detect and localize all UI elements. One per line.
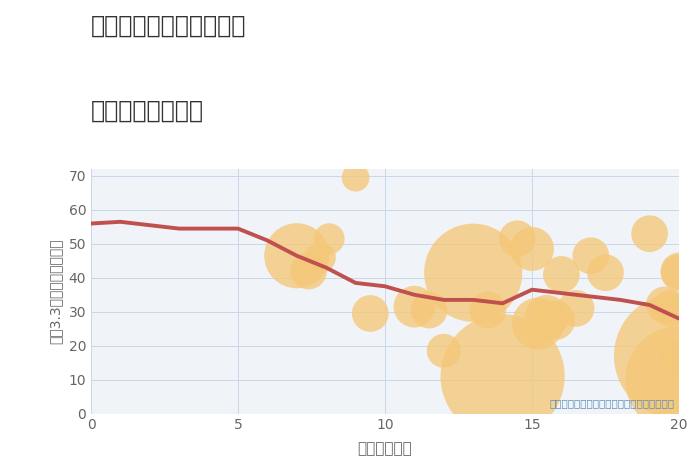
Point: [323, 235, 335, 243]
Point: [671, 352, 682, 360]
Point: [409, 303, 420, 311]
Point: [350, 174, 361, 181]
Point: [315, 254, 326, 261]
X-axis label: 駅距離（分）: 駅距離（分）: [358, 441, 412, 456]
Text: 神奈川県伊勢原市上谷の: 神奈川県伊勢原市上谷の: [91, 14, 246, 38]
Point: [673, 376, 685, 384]
Point: [664, 305, 676, 312]
Point: [556, 271, 567, 278]
Point: [482, 306, 493, 314]
Point: [291, 252, 302, 259]
Point: [659, 301, 670, 309]
Point: [532, 320, 543, 328]
Point: [644, 230, 655, 237]
Point: [673, 354, 685, 361]
Point: [438, 347, 449, 354]
Point: [424, 306, 435, 314]
Y-axis label: 坪（3.3㎡）単価（万円）: 坪（3.3㎡）単価（万円）: [49, 239, 63, 344]
Point: [497, 373, 508, 380]
Point: [585, 252, 596, 259]
Text: 駅距離別土地価格: 駅距離別土地価格: [91, 99, 204, 123]
Point: [570, 305, 582, 312]
Point: [303, 267, 314, 275]
Point: [600, 269, 611, 276]
Point: [526, 245, 538, 253]
Point: [512, 235, 523, 243]
Point: [550, 316, 561, 324]
Point: [673, 269, 685, 276]
Point: [541, 313, 552, 321]
Point: [468, 269, 479, 276]
Point: [673, 267, 685, 275]
Point: [365, 310, 376, 317]
Text: 円の大きさは、取引のあった物件面積を示す: 円の大きさは、取引のあった物件面積を示す: [550, 399, 675, 408]
